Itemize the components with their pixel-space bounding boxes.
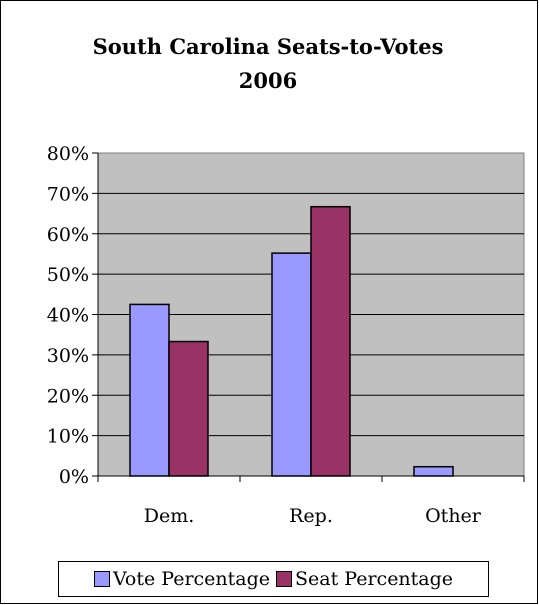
x-tick-labels: Dem. Rep. Other (144, 505, 482, 527)
y-tick-label: 70% (47, 183, 89, 205)
chart-title: South Carolina Seats-to-Votes 2006 (0, 30, 536, 98)
y-tick-label: 50% (47, 264, 89, 286)
y-tick-label: 40% (47, 305, 89, 327)
axes (92, 152, 525, 482)
bar-vote-percentage-other (413, 465, 454, 477)
bar-chart: 0% 10% 20% 30% 40% 50% 60% 70% 80% Dem. Rep. Other (47, 143, 525, 527)
y-tick-labels: 0% 10% 20% 30% 40% 50% 60% 70% 80% (47, 143, 89, 488)
bar-vote-percentage-rep (271, 252, 312, 477)
chart-title-line-2: 2006 (238, 68, 298, 93)
x-tick-label: Dem. (144, 505, 195, 527)
legend: Vote Percentage Seat Percentage (58, 561, 489, 597)
legend-label-seat: Seat Percentage (295, 568, 454, 590)
legend-label-vote: Vote Percentage (112, 568, 271, 590)
x-tick-label: Rep. (289, 505, 333, 527)
bar-vote-percentage-dem (129, 303, 170, 477)
chart-title-line-1: South Carolina Seats-to-Votes (92, 34, 444, 59)
y-tick-label: 20% (47, 385, 89, 407)
y-tick-label: 30% (47, 345, 89, 367)
x-tick-label: Other (425, 505, 482, 527)
y-tick-label: 0% (59, 466, 89, 488)
bar-seat-percentage-rep (310, 205, 351, 477)
legend-item-seat: Seat Percentage (276, 568, 453, 590)
legend-item-vote: Vote Percentage (93, 568, 271, 590)
bar-seat-percentage-dem (168, 340, 209, 477)
y-tick-label: 80% (47, 143, 89, 165)
legend-swatch-seat (276, 571, 293, 587)
y-tick-label: 10% (47, 426, 89, 448)
y-tick-label: 60% (47, 224, 89, 246)
legend-swatch-vote (93, 571, 110, 587)
